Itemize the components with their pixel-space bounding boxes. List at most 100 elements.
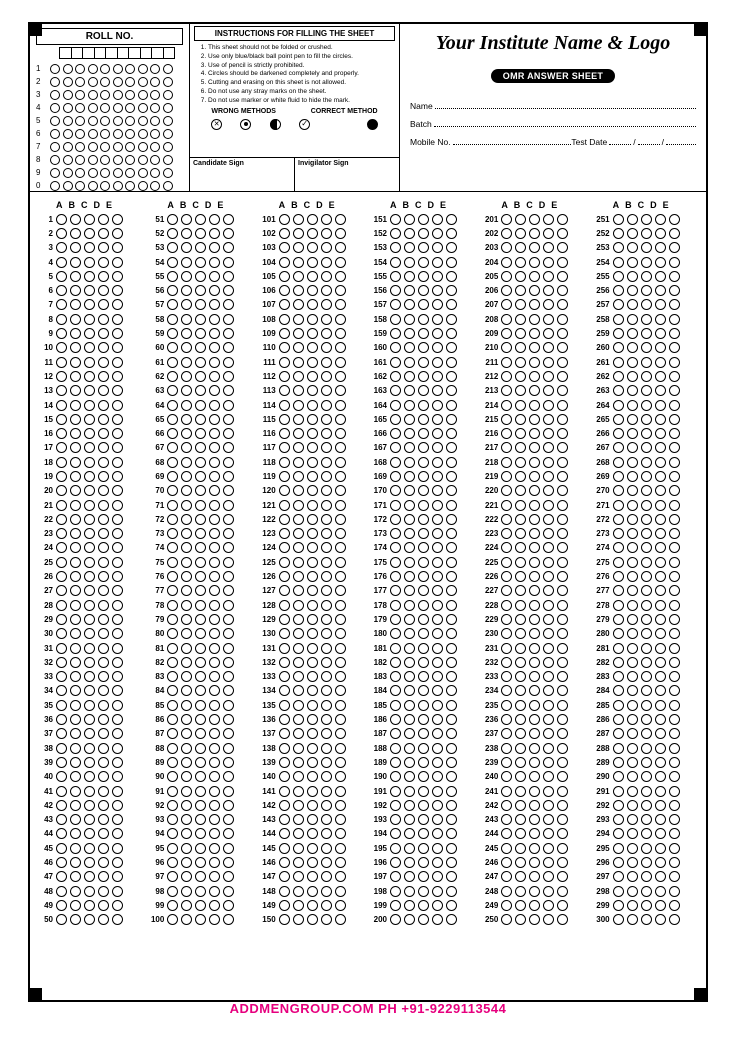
answer-bubble[interactable] — [515, 557, 526, 568]
answer-bubble[interactable] — [195, 428, 206, 439]
answer-bubble[interactable] — [307, 814, 318, 825]
answer-bubble[interactable] — [404, 414, 415, 425]
answer-bubble[interactable] — [432, 743, 443, 754]
answer-bubble[interactable] — [446, 671, 457, 682]
answer-bubble[interactable] — [223, 685, 234, 696]
answer-bubble[interactable] — [613, 571, 624, 582]
answer-bubble[interactable] — [432, 257, 443, 268]
answer-bubble[interactable] — [529, 843, 540, 854]
answer-bubble[interactable] — [432, 886, 443, 897]
answer-bubble[interactable] — [543, 485, 554, 496]
answer-bubble[interactable] — [613, 471, 624, 482]
answer-bubble[interactable] — [195, 542, 206, 553]
answer-bubble[interactable] — [279, 428, 290, 439]
answer-bubble[interactable] — [529, 242, 540, 253]
answer-bubble[interactable] — [641, 900, 652, 911]
answer-bubble[interactable] — [501, 514, 512, 525]
answer-bubble[interactable] — [209, 214, 220, 225]
roll-bubble[interactable] — [100, 155, 110, 165]
answer-bubble[interactable] — [293, 500, 304, 511]
answer-bubble[interactable] — [209, 400, 220, 411]
answer-bubble[interactable] — [181, 714, 192, 725]
answer-bubble[interactable] — [432, 357, 443, 368]
answer-bubble[interactable] — [529, 542, 540, 553]
answer-bubble[interactable] — [223, 428, 234, 439]
answer-bubble[interactable] — [223, 228, 234, 239]
answer-bubble[interactable] — [655, 600, 666, 611]
answer-bubble[interactable] — [112, 514, 123, 525]
answer-bubble[interactable] — [432, 400, 443, 411]
answer-bubble[interactable] — [543, 314, 554, 325]
answer-bubble[interactable] — [515, 542, 526, 553]
answer-bubble[interactable] — [669, 843, 680, 854]
roll-bubble[interactable] — [50, 155, 60, 165]
answer-bubble[interactable] — [669, 600, 680, 611]
answer-bubble[interactable] — [98, 728, 109, 739]
answer-bubble[interactable] — [279, 871, 290, 882]
answer-bubble[interactable] — [56, 500, 67, 511]
answer-bubble[interactable] — [418, 843, 429, 854]
answer-bubble[interactable] — [84, 585, 95, 596]
answer-bubble[interactable] — [446, 886, 457, 897]
roll-bubble[interactable] — [138, 168, 148, 178]
answer-bubble[interactable] — [529, 585, 540, 596]
roll-bubble[interactable] — [50, 103, 60, 113]
roll-bubble[interactable] — [100, 64, 110, 74]
answer-bubble[interactable] — [404, 743, 415, 754]
answer-bubble[interactable] — [112, 385, 123, 396]
answer-bubble[interactable] — [501, 685, 512, 696]
answer-bubble[interactable] — [418, 757, 429, 768]
answer-bubble[interactable] — [209, 886, 220, 897]
answer-bubble[interactable] — [293, 657, 304, 668]
answer-bubble[interactable] — [167, 657, 178, 668]
roll-bubble[interactable] — [88, 64, 98, 74]
answer-bubble[interactable] — [404, 428, 415, 439]
answer-bubble[interactable] — [84, 371, 95, 382]
roll-bubble[interactable] — [63, 77, 73, 87]
answer-bubble[interactable] — [112, 914, 123, 925]
answer-bubble[interactable] — [529, 342, 540, 353]
answer-bubble[interactable] — [209, 786, 220, 797]
answer-bubble[interactable] — [501, 500, 512, 511]
answer-bubble[interactable] — [432, 471, 443, 482]
answer-bubble[interactable] — [112, 328, 123, 339]
answer-bubble[interactable] — [418, 471, 429, 482]
answer-bubble[interactable] — [293, 299, 304, 310]
answer-bubble[interactable] — [321, 914, 332, 925]
answer-bubble[interactable] — [446, 314, 457, 325]
answer-bubble[interactable] — [543, 743, 554, 754]
answer-bubble[interactable] — [501, 771, 512, 782]
answer-bubble[interactable] — [112, 628, 123, 639]
answer-bubble[interactable] — [515, 614, 526, 625]
roll-bubble[interactable] — [163, 77, 173, 87]
answer-bubble[interactable] — [223, 643, 234, 654]
answer-bubble[interactable] — [655, 800, 666, 811]
answer-bubble[interactable] — [529, 328, 540, 339]
answer-bubble[interactable] — [501, 614, 512, 625]
answer-bubble[interactable] — [321, 528, 332, 539]
answer-bubble[interactable] — [404, 457, 415, 468]
answer-bubble[interactable] — [557, 657, 568, 668]
answer-bubble[interactable] — [557, 886, 568, 897]
answer-bubble[interactable] — [181, 528, 192, 539]
answer-bubble[interactable] — [98, 757, 109, 768]
answer-bubble[interactable] — [543, 414, 554, 425]
answer-bubble[interactable] — [641, 743, 652, 754]
answer-bubble[interactable] — [418, 342, 429, 353]
answer-bubble[interactable] — [557, 471, 568, 482]
answer-bubble[interactable] — [543, 514, 554, 525]
answer-bubble[interactable] — [390, 299, 401, 310]
answer-bubble[interactable] — [529, 614, 540, 625]
answer-bubble[interactable] — [446, 428, 457, 439]
roll-bubble[interactable] — [63, 116, 73, 126]
answer-bubble[interactable] — [335, 643, 346, 654]
answer-bubble[interactable] — [418, 500, 429, 511]
answer-bubble[interactable] — [641, 757, 652, 768]
roll-bubble[interactable] — [100, 90, 110, 100]
answer-bubble[interactable] — [613, 657, 624, 668]
answer-bubble[interactable] — [223, 628, 234, 639]
answer-bubble[interactable] — [613, 314, 624, 325]
answer-bubble[interactable] — [669, 242, 680, 253]
answer-bubble[interactable] — [390, 400, 401, 411]
answer-bubble[interactable] — [529, 828, 540, 839]
